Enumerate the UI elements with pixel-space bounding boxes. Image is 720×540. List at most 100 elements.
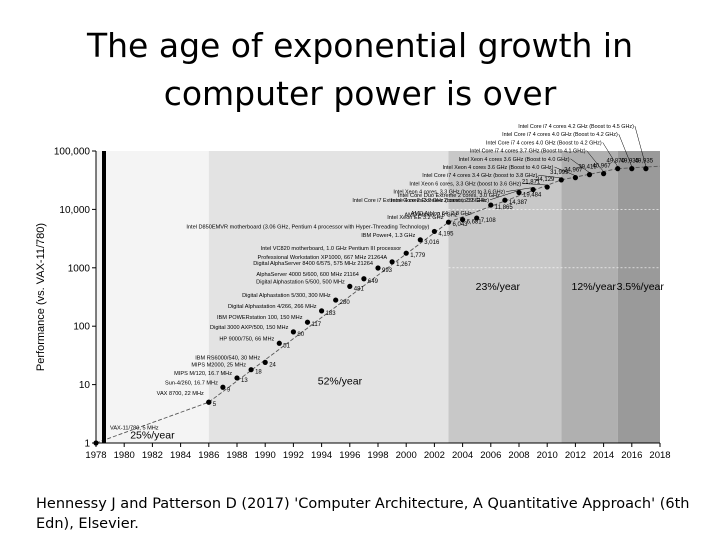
value-label: 24 bbox=[269, 362, 276, 368]
data-point bbox=[333, 297, 339, 303]
value-label: 280 bbox=[340, 300, 351, 306]
data-point bbox=[629, 166, 635, 172]
region-label: 52%/year bbox=[318, 376, 363, 388]
data-point bbox=[502, 197, 508, 203]
processor-label: HP 9000/750, 66 MHz bbox=[219, 336, 274, 342]
value-label: 80 bbox=[297, 332, 304, 338]
data-point bbox=[544, 184, 550, 190]
leader-line bbox=[602, 142, 618, 167]
data-point bbox=[347, 283, 353, 289]
region-label: 23%/year bbox=[476, 281, 521, 293]
processor-label: IBM POWERstation 100, 150 MHz bbox=[217, 315, 303, 321]
data-point bbox=[375, 265, 381, 271]
processor-label: Intel Core i7 4 cores 4.2 GHz (Boost to … bbox=[518, 124, 634, 130]
processor-label: Digital Alphastation 4/266, 266 MHz bbox=[228, 304, 317, 310]
trend-line bbox=[95, 401, 209, 444]
data-point bbox=[248, 367, 254, 373]
value-label: 51 bbox=[283, 343, 290, 349]
y-tick-label: 100 bbox=[73, 322, 90, 333]
processor-label: Intel Xeon 4 cores 3.6 GHz (Boost to 4.0… bbox=[443, 165, 554, 171]
slide-title: The age of exponential growth in compute… bbox=[0, 22, 720, 118]
processor-label: Intel Core i7 4 cores 3.7 GHz (Boost to … bbox=[470, 149, 586, 155]
data-point bbox=[276, 340, 282, 346]
leader-line bbox=[570, 158, 590, 173]
processor-label: IBM Power4, 1.3 GHz bbox=[361, 233, 415, 239]
x-tick-label: 1992 bbox=[283, 450, 304, 461]
processor-label: Intel VC820 motherboard, 1.0 GHz Pentium… bbox=[261, 246, 402, 252]
data-point bbox=[615, 166, 621, 172]
processor-label: Intel Xeon EE 3.2 GHz bbox=[387, 215, 443, 221]
value-label: 21,871 bbox=[522, 180, 541, 186]
data-point bbox=[586, 172, 593, 178]
data-point bbox=[290, 329, 296, 335]
processor-label: AlphaServer 4000 5/600, 600 MHz 21164 bbox=[256, 272, 359, 278]
x-tick-label: 2014 bbox=[593, 450, 614, 461]
processor-label: AMD Athlon 64, 2.8 GHz bbox=[411, 211, 472, 217]
data-point bbox=[445, 219, 452, 225]
x-tick-label: 1996 bbox=[339, 450, 360, 461]
value-label: 11,865 bbox=[495, 205, 514, 211]
data-point bbox=[403, 250, 409, 256]
data-point bbox=[262, 359, 268, 365]
leader-line bbox=[538, 174, 562, 179]
leader-line bbox=[634, 125, 647, 167]
value-label: 4,195 bbox=[438, 231, 454, 237]
region-band bbox=[617, 151, 660, 443]
processor-label: Digital Alphastation 5/500, 500 MHz bbox=[256, 279, 345, 285]
y-tick-label: 10 bbox=[79, 380, 91, 391]
region-band bbox=[96, 151, 209, 443]
leader-line bbox=[586, 150, 604, 172]
data-point bbox=[417, 237, 423, 243]
leader-line bbox=[522, 183, 548, 186]
value-label: 481 bbox=[354, 286, 365, 292]
y-tick-label: 1000 bbox=[68, 263, 91, 274]
processor-label: Intel Xeon 4 cores, 3.3 GHz (boost to 3.… bbox=[393, 190, 505, 196]
region-label: 3.5%/year bbox=[617, 281, 665, 293]
data-point bbox=[206, 399, 212, 405]
x-tick-label: 2018 bbox=[649, 450, 670, 461]
value-label: 24,129 bbox=[536, 177, 555, 183]
value-label: 49,935 bbox=[635, 159, 654, 165]
data-point bbox=[601, 171, 607, 177]
y-tick-label: 100,000 bbox=[54, 147, 91, 158]
performance-chart: 1 10 100 1000 10,000 100,000 1978 1980 1982 1984 1… bbox=[35, 124, 671, 461]
value-label: 7,108 bbox=[481, 218, 497, 224]
data-point bbox=[319, 308, 325, 314]
value-label: 1,779 bbox=[410, 253, 426, 259]
data-point bbox=[234, 375, 240, 381]
value-label: 6,681 bbox=[467, 220, 483, 226]
region-label: 12%/year bbox=[572, 281, 617, 293]
data-point bbox=[474, 215, 480, 221]
processor-label: AMD Athlon, 2.6 GHz bbox=[404, 213, 457, 219]
processor-label: Digital AlphaServer 8400 6/575, 575 MHz … bbox=[253, 261, 373, 267]
data-point bbox=[389, 259, 395, 265]
processor-label: Intel Core i7 4 cores 4.0 GHz (Boost to … bbox=[502, 132, 618, 138]
citation: Hennessy J and Patterson D (2017) 'Compu… bbox=[36, 496, 690, 532]
processor-label: Intel Core 2 Extreme 2 cores, 2.9 GHz bbox=[391, 198, 486, 204]
leader-line bbox=[489, 190, 520, 201]
data-point bbox=[93, 440, 99, 446]
processor-label: Intel Xeon 6 cores, 3.3 GHz (boost to 3.… bbox=[409, 181, 521, 187]
data-point bbox=[516, 189, 522, 196]
processor-label: Professional Workstation XP1000, 667 MHz… bbox=[258, 255, 388, 261]
value-label: 13 bbox=[241, 378, 248, 384]
leader-line bbox=[506, 187, 534, 192]
leader-line bbox=[554, 166, 576, 176]
value-label: 49,935 bbox=[621, 159, 640, 165]
x-tick-label: 1988 bbox=[226, 450, 247, 461]
x-tick-label: 2016 bbox=[621, 450, 642, 461]
x-tick-label: 2000 bbox=[396, 450, 417, 461]
x-tick-label: 2008 bbox=[508, 450, 529, 461]
processor-label: MIPS M2000, 25 MHz bbox=[191, 363, 246, 369]
y-axis-label: Performance (vs. VAX-11/780) bbox=[35, 223, 47, 371]
processor-label: Intel D850EMVR motherboard (3.06 GHz, Pe… bbox=[186, 224, 429, 230]
data-point bbox=[460, 217, 466, 223]
slide-title-line-2: computer power is over bbox=[163, 74, 557, 113]
value-label: 49,870 bbox=[607, 159, 626, 165]
value-label: 117 bbox=[312, 322, 322, 328]
processor-label: Digital Alphastation 5/300, 300 MHz bbox=[242, 293, 331, 299]
data-point bbox=[572, 175, 579, 181]
x-tick-label: 2004 bbox=[452, 450, 473, 461]
value-label: 19,484 bbox=[523, 192, 542, 198]
y-tick-label: 1 bbox=[84, 439, 90, 450]
